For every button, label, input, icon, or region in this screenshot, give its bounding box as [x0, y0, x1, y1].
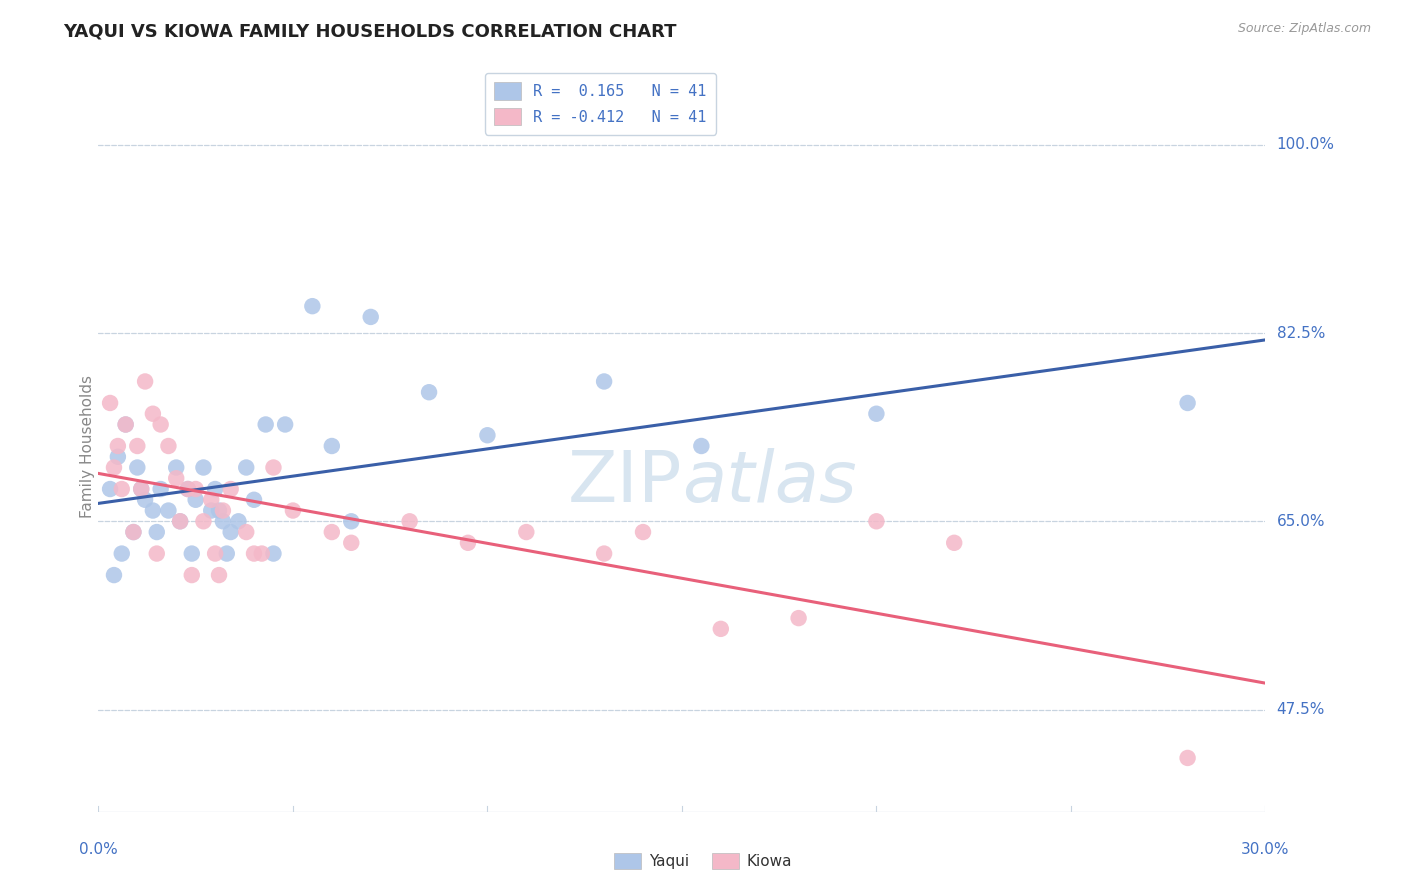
Point [149, 482, 172, 496]
Point [593, 547, 616, 561]
Y-axis label: Family Households: Family Households [80, 375, 94, 517]
Point [787, 611, 810, 625]
Point [169, 514, 191, 528]
Point [127, 460, 149, 475]
Text: YAQUI VS KIOWA FAMILY HOUSEHOLDS CORRELATION CHART: YAQUI VS KIOWA FAMILY HOUSEHOLDS CORRELA… [63, 22, 676, 40]
Point [146, 524, 169, 539]
Point [204, 547, 226, 561]
Point [157, 503, 180, 517]
Text: ZIP: ZIP [568, 448, 682, 517]
Point [122, 524, 145, 539]
Point [865, 407, 887, 421]
Point [200, 492, 222, 507]
Legend: R =  0.165   N = 41, R = -0.412   N = 41: R = 0.165 N = 41, R = -0.412 N = 41 [485, 73, 716, 135]
Point [157, 439, 180, 453]
Point [193, 514, 215, 528]
Point [418, 385, 440, 400]
Point [180, 547, 202, 561]
Point [262, 460, 284, 475]
Point [515, 524, 537, 539]
Point [360, 310, 382, 324]
Point [281, 503, 304, 517]
Text: Source: ZipAtlas.com: Source: ZipAtlas.com [1237, 22, 1371, 36]
Point [212, 503, 235, 517]
Point [212, 514, 235, 528]
Point [340, 536, 363, 550]
Point [593, 375, 616, 389]
Point [228, 514, 250, 528]
Point [177, 482, 200, 496]
Point [114, 417, 136, 432]
Point [165, 471, 187, 485]
Point [208, 568, 231, 582]
Point [219, 482, 242, 496]
Text: 100.0%: 100.0% [1277, 137, 1334, 153]
Point [184, 492, 207, 507]
Point [1177, 751, 1199, 765]
Point [204, 482, 226, 496]
Point [169, 514, 191, 528]
Point [184, 482, 207, 496]
Point [250, 547, 273, 561]
Point [219, 524, 242, 539]
Point [301, 299, 323, 313]
Point [235, 524, 257, 539]
Point [98, 396, 121, 410]
Point [134, 492, 156, 507]
Point [107, 439, 129, 453]
Point [710, 622, 733, 636]
Point [122, 524, 145, 539]
Point [129, 482, 152, 496]
Point [98, 482, 121, 496]
Point [129, 482, 152, 496]
Point [865, 514, 887, 528]
Point [235, 460, 257, 475]
Point [107, 450, 129, 464]
Point [477, 428, 499, 442]
Point [262, 547, 284, 561]
Point [114, 417, 136, 432]
Point [274, 417, 297, 432]
Point [142, 407, 165, 421]
Text: 65.0%: 65.0% [1277, 514, 1324, 529]
Point [243, 492, 266, 507]
Point [146, 547, 169, 561]
Point [340, 514, 363, 528]
Point [193, 460, 215, 475]
Point [177, 482, 200, 496]
Point [254, 417, 277, 432]
Text: 82.5%: 82.5% [1277, 326, 1324, 341]
Text: 47.5%: 47.5% [1277, 702, 1324, 717]
Legend: Yaqui, Kiowa: Yaqui, Kiowa [607, 847, 799, 875]
Point [690, 439, 713, 453]
Point [208, 503, 231, 517]
Point [321, 524, 343, 539]
Point [631, 524, 654, 539]
Point [1177, 396, 1199, 410]
Point [943, 536, 966, 550]
Point [398, 514, 420, 528]
Point [215, 547, 238, 561]
Point [134, 375, 156, 389]
Point [103, 568, 125, 582]
Point [149, 417, 172, 432]
Point [200, 503, 222, 517]
Point [165, 460, 187, 475]
Text: 30.0%: 30.0% [1241, 842, 1289, 857]
Point [142, 503, 165, 517]
Point [243, 547, 266, 561]
Point [111, 482, 134, 496]
Text: atlas: atlas [682, 448, 856, 517]
Text: 0.0%: 0.0% [79, 842, 118, 857]
Point [103, 460, 125, 475]
Point [180, 568, 202, 582]
Point [111, 547, 134, 561]
Point [127, 439, 149, 453]
Point [457, 536, 479, 550]
Point [321, 439, 343, 453]
